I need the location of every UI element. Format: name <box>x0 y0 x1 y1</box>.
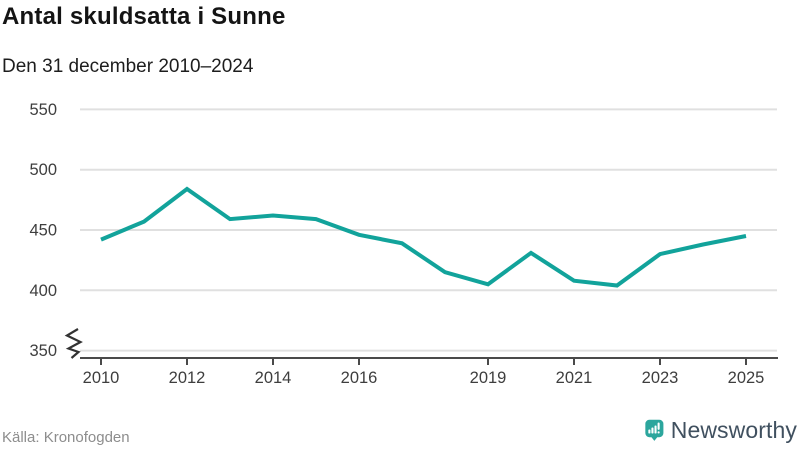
x-tick-label: 2021 <box>556 369 593 387</box>
axis-break-icon <box>64 328 83 359</box>
y-tick-label: 350 <box>29 342 57 360</box>
speech-bubble-shape <box>645 419 664 441</box>
page-title: Antal skuldsatta i Sunne <box>2 3 286 30</box>
logo-wordmark: Newsworthy <box>670 416 797 443</box>
chart-subtitle: Den 31 december 2010–2024 <box>2 56 254 77</box>
x-tick-label: 2016 <box>341 369 378 387</box>
y-tick-label: 450 <box>29 222 57 240</box>
y-tick-label: 500 <box>29 161 57 179</box>
data-line <box>100 186 747 288</box>
newsworthy-logo[interactable]: Newsworthy <box>645 413 797 447</box>
source-attribution: Källa: Kronofogden <box>2 429 130 446</box>
x-tick-label: 2019 <box>470 369 507 387</box>
x-tick-label: 2014 <box>255 369 292 387</box>
y-tick-label: 550 <box>29 101 57 119</box>
bar-chart-icon <box>648 421 660 434</box>
x-tick-label: 2025 <box>728 369 765 387</box>
y-tick-label: 400 <box>29 282 57 300</box>
newsworthy-logo-icon <box>645 419 664 441</box>
x-tick-label: 2023 <box>642 369 679 387</box>
x-tick-label: 2012 <box>169 369 206 387</box>
x-tick-label: 2010 <box>83 369 120 387</box>
